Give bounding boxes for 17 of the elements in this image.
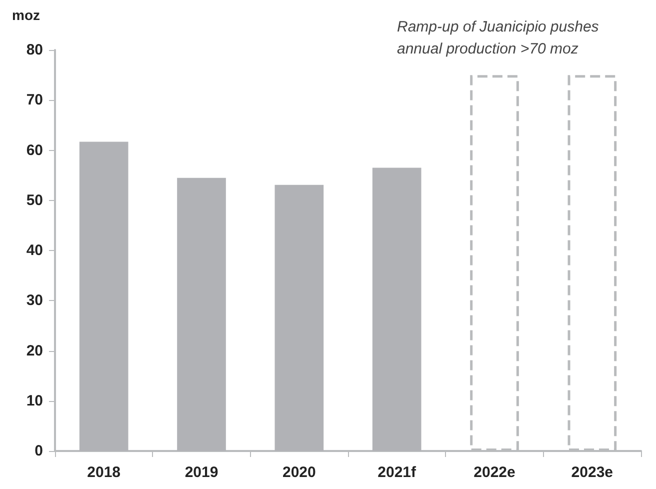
y-tick-label: 70: [26, 92, 43, 109]
x-tick-label: 2018: [87, 464, 121, 481]
x-tick-label: 2021f: [378, 464, 418, 481]
y-tick-label: 80: [26, 42, 43, 58]
x-tick-label: 2022e: [474, 464, 516, 481]
x-tick-label: 2023e: [571, 464, 614, 481]
y-tick-label: 50: [26, 192, 43, 209]
y-tick-label: 10: [26, 392, 43, 410]
y-tick-label: 0: [34, 442, 43, 460]
y-tick-label: 30: [26, 292, 43, 310]
annotation: Ramp-up of Juanicipio pushes annual production >70 moz: [397, 18, 600, 58]
y-axis-title: moz: [12, 7, 40, 23]
x-tick-label: 2020: [282, 464, 316, 481]
y-tick-label: 40: [26, 242, 43, 259]
x-tick-label: 2019: [184, 464, 218, 481]
y-tick-label: 20: [26, 342, 43, 360]
y-tick-label: 60: [26, 142, 43, 159]
